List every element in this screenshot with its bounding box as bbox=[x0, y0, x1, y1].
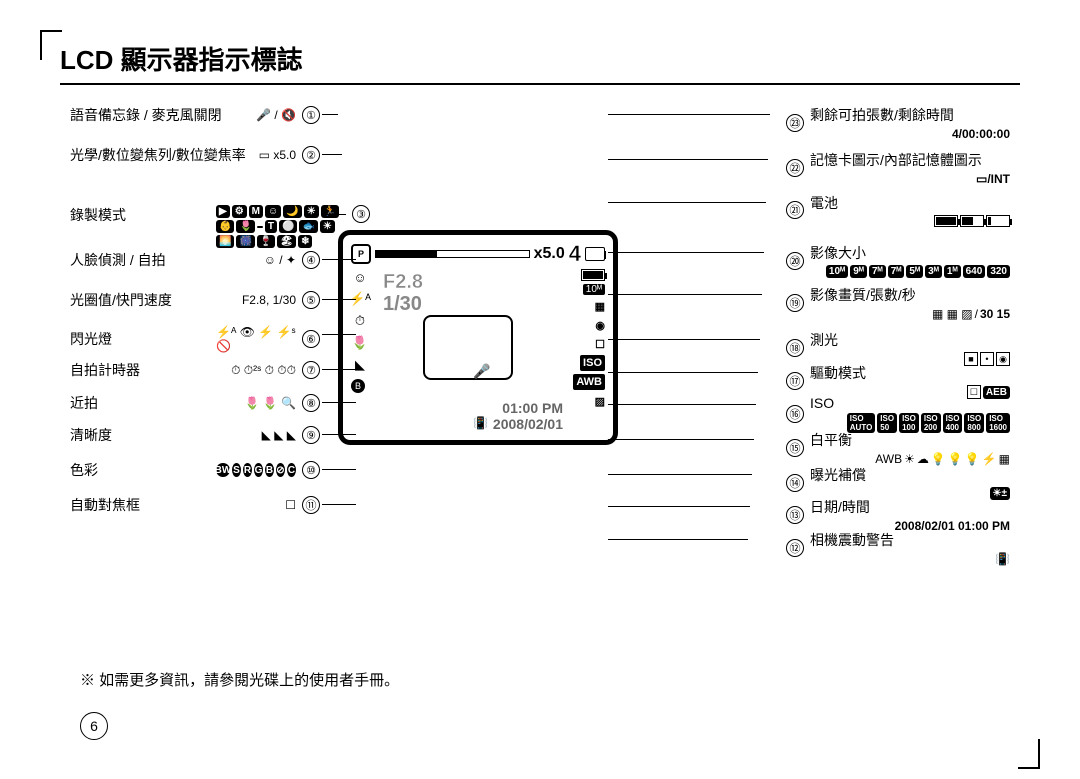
right-callout-13: ⑬日期/時間2008/02/01 01:00 PM bbox=[786, 497, 1010, 533]
left-callout-8: 近拍🌷 🌷 🔍⑧ bbox=[70, 393, 320, 413]
lcd-screen: P x5.0 4 F2.8 1/30 🎤 📳 01:00 PM 2008/02/… bbox=[338, 230, 618, 445]
shake-icon: 📳 bbox=[473, 416, 488, 430]
diagram: P x5.0 4 F2.8 1/30 🎤 📳 01:00 PM 2008/02/… bbox=[60, 115, 1020, 635]
footnote: ※ 如需更多資訊，請參閱光碟上的使用者手冊。 bbox=[80, 669, 399, 690]
preview-frame bbox=[423, 315, 513, 380]
date-value: 2008/02/01 bbox=[493, 416, 563, 432]
lcd-right-icons: 10ᴹ ▦ ◉ ☐ ISO AWB ▨ bbox=[573, 269, 605, 409]
page-number: 6 bbox=[80, 712, 108, 740]
right-callout-12: ⑫相機震動警告📳 bbox=[786, 530, 1010, 566]
left-callout-1: 語音備忘錄 / 麥克風關閉🎤 / 🔇① bbox=[70, 105, 320, 125]
zoom-value: x5.0 bbox=[534, 245, 565, 263]
left-callout-4: 人臉偵測 / 自拍☺ / ✦④ bbox=[70, 250, 320, 270]
left-callout-5: 光圈值/快門速度F2.8, 1/30⑤ bbox=[70, 290, 320, 310]
aperture-value: F2.8 bbox=[383, 271, 423, 294]
crop-mark-tl bbox=[40, 30, 62, 60]
lcd-left-icons: ☺ ⚡ᴬ ⏱ 🌷 ◣ B bbox=[351, 269, 369, 393]
right-callout-16: ⑯ISOISOAUTOISO50ISO100ISO200ISO400ISO800… bbox=[786, 395, 1010, 433]
right-callout-18: ⑱測光■ • ◉ bbox=[786, 330, 1010, 366]
left-callout-10: 色彩BWSRGB⊘C⑩ bbox=[70, 460, 320, 480]
left-callout-9: 清晰度◣ ◣ ◣⑨ bbox=[70, 425, 320, 445]
left-callout-7: 自拍計時器⏱ ⏱²ˢ ⏱ ⏱⏱⑦ bbox=[70, 360, 320, 380]
crop-mark-br bbox=[1018, 739, 1040, 769]
page: LCD 顯示器指示標誌 P x5.0 4 F2.8 1/30 🎤 📳 01:00… bbox=[60, 40, 1020, 750]
left-callout-11: 自動對焦框☐⑪ bbox=[70, 495, 320, 515]
right-callout-21: ㉑電池 bbox=[786, 193, 1010, 227]
lcd-top-row: P x5.0 4 bbox=[351, 241, 605, 267]
right-callout-22: ㉒記憶卡圖示/內部記憶體圖示▭/INT bbox=[786, 150, 1010, 186]
right-callout-20: ⑳影像大小10ᴹ 9ᴹ 7ᴹ 7ᴹ 5ᴹ 3ᴹ 1ᴹ 640 320 bbox=[786, 243, 1010, 278]
left-callout-2: 光學/數位變焦列/數位變焦率▭ x5.0② bbox=[70, 145, 320, 165]
mic-icon: 🎤 bbox=[473, 363, 490, 380]
zoom-bar bbox=[375, 250, 530, 258]
time-value: 01:00 PM bbox=[502, 400, 563, 416]
left-callout-6: 閃光燈⚡ᴬ 👁 ⚡ ⚡ˢ 🚫⑥ bbox=[70, 325, 320, 353]
right-callout-23: ㉓剩餘可拍張數/剩餘時間4/00:00:00 bbox=[786, 105, 1010, 141]
left-callout-3: 錄製模式▶⚙M☺🌙☀🏃👶🌷 T⚪🐟☀🌅🎆🍷🏖❄③ bbox=[70, 205, 370, 248]
right-callout-19: ⑲影像畫質/張數/秒▦ ▦ ▨ / 30 15 bbox=[786, 285, 1010, 321]
card-icon bbox=[585, 247, 605, 261]
right-callout-14: ⑭曝光補償☀± bbox=[786, 465, 1010, 500]
right-callout-15: ⑮白平衡AWB ☀ ☁ 💡 💡 💡 ⚡ ▦ bbox=[786, 430, 1010, 466]
shutter-value: 1/30 bbox=[383, 293, 422, 316]
page-title: LCD 顯示器指示標誌 bbox=[60, 40, 1020, 85]
remaining-count: 4 bbox=[569, 241, 581, 267]
right-callout-17: ⑰驅動模式☐ AEB bbox=[786, 363, 1010, 399]
